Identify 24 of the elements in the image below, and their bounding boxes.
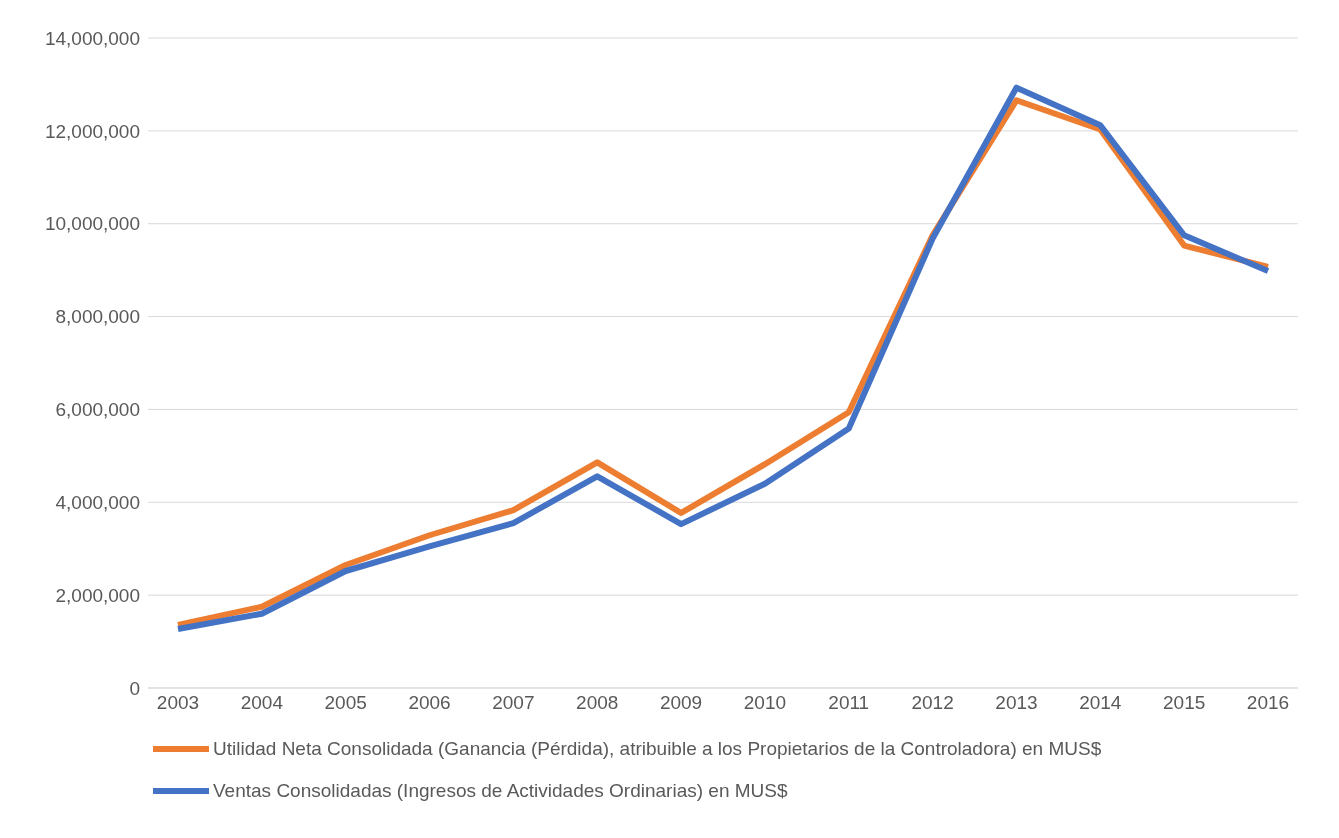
x-tick-label: 2013 xyxy=(995,692,1038,714)
x-tick-label: 2003 xyxy=(156,692,200,714)
y-tick-label: 14,000,000 xyxy=(44,27,140,49)
x-tick-label: 2005 xyxy=(324,692,367,714)
y-tick-label: 10,000,000 xyxy=(44,213,140,235)
legend-label: Ventas Consolidadas (Ingresos de Actividades Ordinarias) en MUS$ xyxy=(213,780,788,802)
y-tick-label: 0 xyxy=(129,677,140,699)
x-tick-label: 2016 xyxy=(1246,692,1290,714)
x-tick-label: 2009 xyxy=(659,692,703,714)
y-tick-label: 2,000,000 xyxy=(55,584,140,606)
y-tick-label: 12,000,000 xyxy=(44,120,140,142)
y-tick-label: 4,000,000 xyxy=(55,492,140,514)
x-tick-label: 2006 xyxy=(408,692,451,714)
x-tick-label: 2008 xyxy=(576,692,619,714)
x-tick-label: 2011 xyxy=(828,692,870,714)
y-tick-label: 8,000,000 xyxy=(55,306,140,328)
x-tick-label: 2014 xyxy=(1079,692,1122,714)
y-tick-label: 6,000,000 xyxy=(55,399,140,421)
x-tick-label: 2010 xyxy=(743,692,787,714)
legend-label: Utilidad Neta Consolidada (Ganancia (Pérdida), atribuible a los Propietarios de la Controladora) en MUS$ xyxy=(213,738,1102,760)
x-tick-label: 2015 xyxy=(1163,692,1206,714)
x-tick-label: 2012 xyxy=(911,692,954,714)
x-tick-label: 2007 xyxy=(492,692,535,714)
x-tick-label: 2004 xyxy=(240,692,284,714)
